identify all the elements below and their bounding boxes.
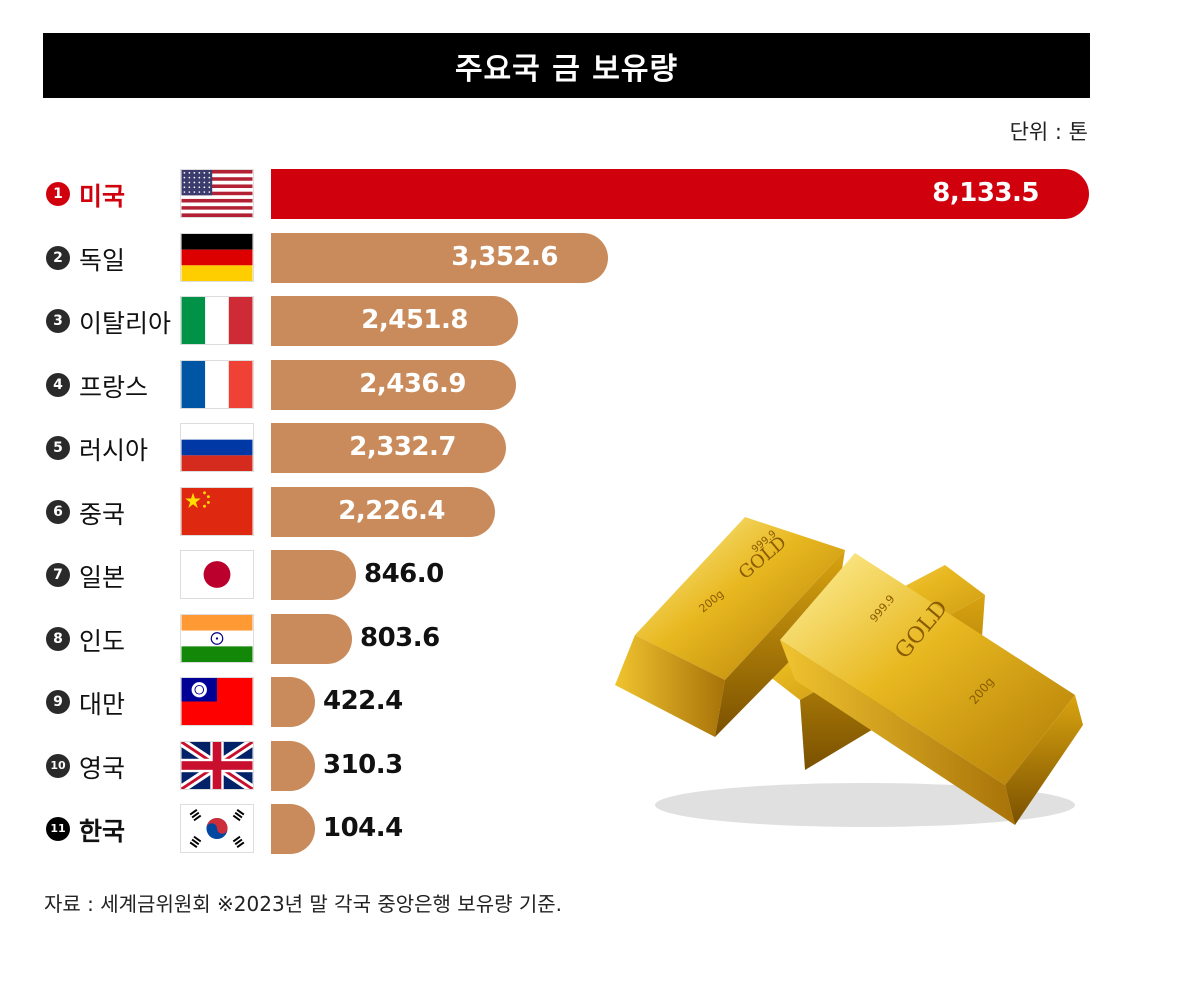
rank-badge: 8	[46, 626, 70, 651]
country-label: 인도	[79, 626, 126, 656]
value-label: 803.6	[360, 622, 440, 653]
china-flag-icon	[180, 486, 254, 536]
value-label: 2,436.9	[359, 368, 466, 399]
chart-row: 3 이탈리아 2,451.8	[0, 296, 1181, 346]
bar	[271, 740, 315, 791]
chart-row: 4 프랑스 2,436.9	[0, 359, 1181, 410]
rank-badge: 10	[46, 753, 70, 778]
country-label: 한국	[79, 817, 126, 846]
rank-badge: 2	[46, 245, 70, 270]
chart-row: 2 독일 3,352.6	[0, 232, 1181, 283]
bar	[271, 359, 516, 410]
germany-flag-icon	[180, 232, 254, 282]
rank-badge: 5	[46, 436, 70, 460]
country-label: 중국	[79, 499, 126, 529]
source-footnote: 자료 : 세계금위원회 ※2023년 말 각국 중앙은행 보유량 기준.	[44, 892, 563, 916]
chart-row: 8 인도 803.6	[0, 613, 1181, 664]
chart-row: 5 러시아 2,332.7	[0, 423, 1181, 473]
value-label: 2,451.8	[361, 305, 468, 335]
gold-bars-illustration: GOLD 999.9 200g GOLD 999.9 200g	[615, 517, 1083, 827]
country-label: 이탈리아	[79, 309, 172, 338]
chart-row: 7 일본 846.0	[0, 550, 1181, 600]
bar	[271, 613, 352, 664]
bar	[271, 423, 506, 473]
bar	[271, 296, 518, 346]
value-label: 104.4	[323, 813, 403, 843]
japan-flag-icon	[180, 550, 254, 599]
uk-flag-icon	[180, 740, 254, 790]
country-label: 프랑스	[79, 372, 149, 402]
country-label: 독일	[79, 245, 126, 275]
chart-title: 주요국 금 보유량	[43, 33, 1090, 98]
bar	[271, 232, 608, 283]
value-label: 3,352.6	[451, 241, 558, 272]
rank-badge: 9	[46, 690, 70, 714]
chart-row: 11 한국 104.4	[0, 804, 1181, 854]
italy-flag-icon	[180, 296, 254, 345]
country-label: 대만	[79, 690, 126, 719]
country-label: 미국	[79, 182, 126, 211]
country-label: 일본	[79, 563, 126, 592]
value-label: 8,133.5	[932, 178, 1039, 208]
value-label: 310.3	[323, 749, 403, 780]
bar	[271, 677, 315, 727]
korea-flag-icon	[180, 804, 254, 853]
country-label: 영국	[79, 753, 126, 783]
rank-badge: 11	[46, 817, 70, 841]
country-label: 러시아	[79, 436, 149, 465]
value-label: 846.0	[364, 559, 444, 589]
rank-badge: 7	[46, 563, 70, 587]
value-label: 2,332.7	[349, 432, 456, 462]
chart-row: 10 영국 310.3	[0, 740, 1181, 791]
rank-badge: 3	[46, 309, 70, 333]
us-flag-icon	[180, 169, 254, 218]
rank-badge: 6	[46, 499, 70, 524]
taiwan-flag-icon	[180, 677, 254, 726]
bar	[271, 486, 495, 537]
rank-badge: 1	[46, 182, 70, 206]
india-flag-icon	[180, 613, 254, 663]
bar	[271, 550, 356, 600]
chart-row: 6 중국 2,226.4	[0, 486, 1181, 537]
russia-flag-icon	[180, 423, 254, 472]
bar	[271, 169, 1089, 219]
value-label: 422.4	[323, 686, 403, 716]
bar	[271, 804, 315, 854]
chart-row: 9 대만 422.4	[0, 677, 1181, 727]
france-flag-icon	[180, 359, 254, 409]
chart-row: 1 미국 8,133.5	[0, 169, 1181, 219]
value-label: 2,226.4	[338, 495, 445, 526]
rank-badge: 4	[46, 372, 70, 397]
unit-label: 단위 : 톤	[1009, 120, 1088, 144]
